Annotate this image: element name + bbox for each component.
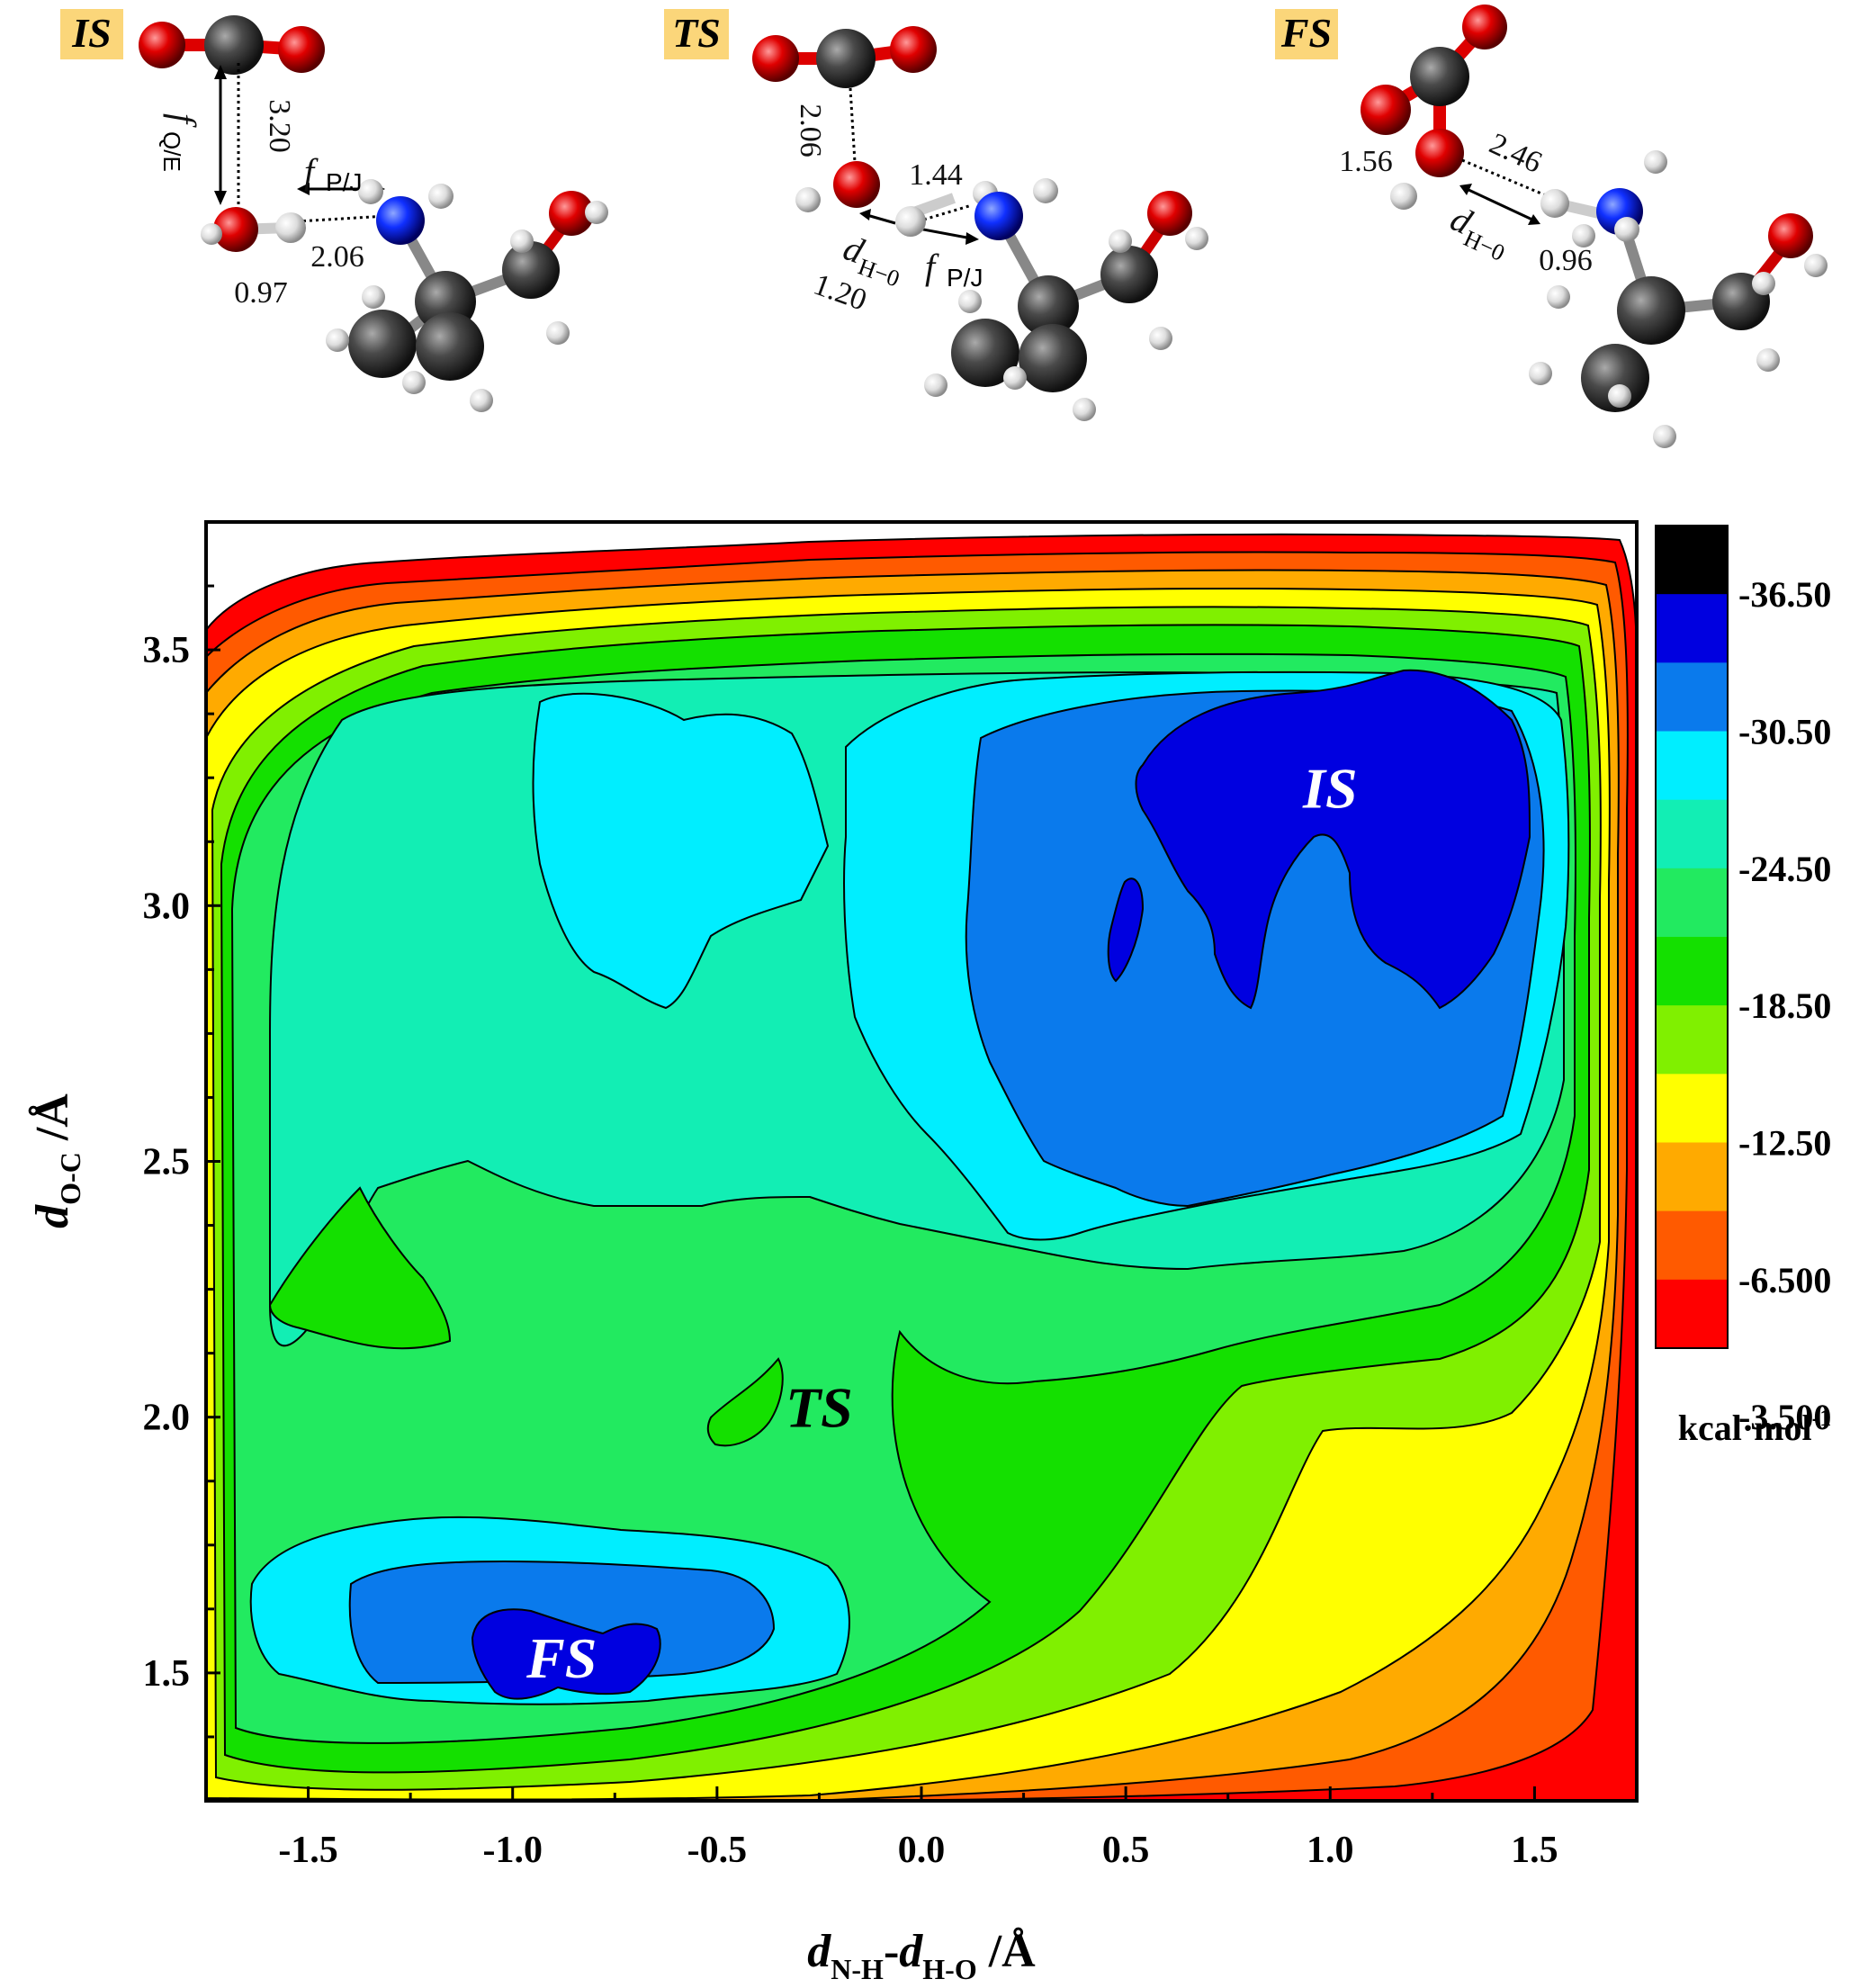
fs-label: FS xyxy=(1280,10,1332,56)
colorbar-swatch xyxy=(1656,1210,1728,1281)
is-f-pj-symbol: f xyxy=(304,151,319,192)
y-axis-ticks: 1.5 2.0 2.5 3.0 3.5 xyxy=(143,520,220,1803)
colorbar-tick-label: -24.50 xyxy=(1738,849,1831,889)
colorbar-tick-label: -6.500 xyxy=(1738,1260,1831,1300)
x-axis-ticks: -1.5 -1.0 -0.5 0.0 0.5 1.0 1.5 xyxy=(204,1786,1639,1871)
y-tick-label: 3.5 xyxy=(143,630,191,671)
fs-label-box xyxy=(1275,9,1338,59)
colorbar-unit: kcal·mol-1 xyxy=(1678,1405,1832,1448)
panel-fs: FS xyxy=(1275,4,1828,448)
ts-dist-nh: 1.44 xyxy=(909,158,963,192)
state-label-fs: FS xyxy=(525,1626,597,1690)
band-deep-blue-is xyxy=(1135,669,1531,1010)
ts-molecule xyxy=(752,26,1208,421)
y-axis-title-sub: O-C xyxy=(54,1152,86,1205)
ts-f-pj-sub: P/J xyxy=(947,264,983,292)
x-tick-label: 0.5 xyxy=(1102,1830,1150,1871)
x-tick-label: 0.0 xyxy=(898,1830,946,1871)
ts-f-pj: f P/J xyxy=(925,247,983,292)
ts-f-pj-symbol: f xyxy=(925,247,939,287)
fs-dist-oc: 1.56 xyxy=(1339,145,1393,178)
colorbar-swatch xyxy=(1656,937,1728,1006)
contour-fill xyxy=(206,522,1637,1801)
x-tick-label: -1.0 xyxy=(482,1830,543,1871)
is-dist-nh: 2.06 xyxy=(310,240,364,274)
y-axis-title-d: d xyxy=(27,1204,78,1228)
x-axis-title: dN-H-dH-O /Å xyxy=(807,1926,1036,1985)
fs-dist-nh: 0.96 xyxy=(1539,244,1593,277)
colorbar-tick-label: -18.50 xyxy=(1738,985,1831,1026)
is-f-qe-sub: Q/E xyxy=(158,131,185,172)
colorbar: -36.50 -30.50 -24.50 -18.50 -12.50 -6.500 -3.5… xyxy=(1655,525,1831,1437)
colorbar-swatch xyxy=(1656,1005,1728,1075)
fs-d-ho-sub: H−0 xyxy=(1459,225,1508,266)
is-label: IS xyxy=(71,10,111,56)
colorbar-swatch xyxy=(1656,526,1728,595)
band-green-left-island xyxy=(268,1186,452,1350)
colorbar-swatch xyxy=(1656,731,1728,801)
is-f-qe: f Q/E xyxy=(158,113,203,172)
colorbar-tick-label: -36.50 xyxy=(1738,574,1831,615)
x-axis-title-d2: d xyxy=(899,1926,923,1977)
band-green-ts-island xyxy=(706,1357,784,1447)
band-cyan-topleft xyxy=(532,692,830,1010)
band-deep-blue-fs xyxy=(471,1608,661,1700)
colorbar-swatch xyxy=(1656,662,1728,732)
state-label-is: IS xyxy=(1302,757,1358,821)
colorbar-swatch xyxy=(1656,799,1728,869)
x-axis-title-d1: d xyxy=(807,1926,831,1977)
is-dist-oc: 3.20 xyxy=(263,99,296,153)
y-tick-label: 2.5 xyxy=(143,1142,191,1183)
colorbar-swatch xyxy=(1656,594,1728,663)
is-f-qe-symbol: f xyxy=(163,113,203,128)
ts-label-box xyxy=(664,9,729,59)
state-label-ts: TS xyxy=(786,1375,853,1439)
band-deep-blue-is-small xyxy=(1107,877,1145,983)
panel-ts: TS xyxy=(664,9,1208,421)
x-tick-label: -1.5 xyxy=(278,1830,338,1871)
ts-label: TS xyxy=(672,10,721,56)
colorbar-unit-main: kcal·mol xyxy=(1678,1408,1812,1448)
y-tick-label: 2.0 xyxy=(143,1398,191,1439)
x-tick-label: 1.0 xyxy=(1307,1830,1354,1871)
is-molecule xyxy=(139,15,608,412)
colorbar-swatch xyxy=(1656,1074,1728,1143)
x-tick-label: 1.5 xyxy=(1511,1830,1558,1871)
x-axis-title-sub2: H-O xyxy=(922,1953,976,1985)
fs-dist-hn: 2.46 xyxy=(1485,127,1548,180)
colorbar-swatch xyxy=(1656,1142,1728,1212)
colorbar-tick-label: -12.50 xyxy=(1738,1123,1831,1164)
y-axis-title: dO-C /Å xyxy=(27,1093,86,1228)
y-tick-label: 3.0 xyxy=(143,886,191,927)
y-tick-label: 1.5 xyxy=(143,1653,191,1695)
x-axis-title-mid: - xyxy=(884,1926,899,1977)
colorbar-tick-label: -30.50 xyxy=(1738,712,1831,752)
fs-molecule xyxy=(1361,4,1828,448)
colorbar-tick-label: -3.500 xyxy=(1738,1397,1831,1437)
x-axis-title-sub1: N-H xyxy=(831,1953,884,1985)
y-axis-title-unit: /Å xyxy=(27,1093,78,1152)
colorbar-frame xyxy=(1655,525,1729,1349)
is-dist-oh: 0.97 xyxy=(234,276,288,310)
panel-is: IS xyxy=(60,9,608,412)
x-tick-label: -0.5 xyxy=(687,1830,748,1871)
is-f-pj: f P/J xyxy=(304,151,362,196)
colorbar-swatch xyxy=(1656,868,1728,938)
contour-plot: -1.5 -1.0 -0.5 0.0 0.5 1.0 1.5 1.5 2.0 2.5 3.0 3.5… xyxy=(27,520,1639,1985)
is-label-box xyxy=(60,9,123,59)
is-f-pj-sub: P/J xyxy=(326,168,362,196)
x-axis-title-unit: /Å xyxy=(977,1926,1036,1977)
colorbar-swatch xyxy=(1656,1279,1728,1349)
colorbar-unit-sup: -1 xyxy=(1812,1405,1832,1431)
ts-dist-oc: 2.06 xyxy=(794,103,827,157)
